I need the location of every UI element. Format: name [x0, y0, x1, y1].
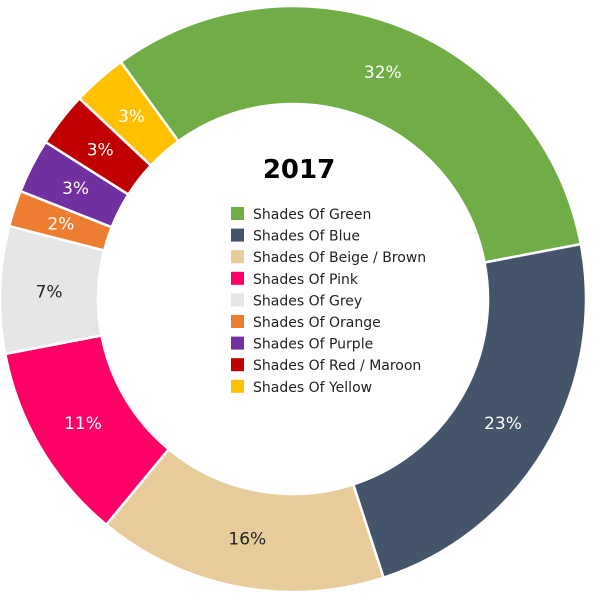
slice-label-shades-of-pink: 11%: [64, 414, 102, 434]
legend-label-shades-of-blue: Shades Of Blue: [253, 229, 360, 245]
legend-item-shades-of-beige-brown: Shades Of Beige / Brown: [231, 250, 426, 266]
legend-swatch-shades-of-blue: [231, 228, 244, 242]
legend-swatch-shades-of-grey: [231, 293, 244, 307]
legend-swatch-shades-of-green: [231, 207, 244, 220]
legend-swatch-shades-of-purple: [231, 336, 244, 350]
slice-label-shades-of-green: 32%: [364, 63, 402, 83]
legend-label-shades-of-green: Shades Of Green: [253, 207, 371, 223]
legend-swatch-shades-of-pink: [231, 271, 244, 285]
slice-shades-of-green: [119, 4, 583, 264]
legend-label-shades-of-orange: Shades Of Orange: [253, 315, 381, 331]
legend: Shades Of Green Shades Of Blue Shades Of B…: [231, 207, 426, 396]
slice-label-shades-of-orange: 2%: [47, 215, 74, 235]
legend-item-shades-of-red-maroon: Shades Of Red / Maroon: [231, 358, 421, 374]
slice-label-shades-of-purple: 3%: [62, 179, 89, 199]
legend-swatch-shades-of-orange: [231, 315, 244, 328]
legend-label-shades-of-pink: Shades Of Pink: [253, 272, 359, 288]
legend-item-shades-of-grey: Shades Of Grey: [231, 293, 362, 309]
legend-item-shades-of-green: Shades Of Green: [231, 207, 371, 223]
legend-swatch-shades-of-yellow: [231, 379, 244, 393]
legend-swatch-shades-of-beige-brown: [231, 250, 244, 264]
legend-item-shades-of-purple: Shades Of Purple: [231, 336, 373, 353]
legend-item-shades-of-orange: Shades Of Orange: [231, 315, 381, 331]
legend-label-shades-of-yellow: Shades Of Yellow: [253, 380, 372, 396]
legend-swatch-shades-of-red-maroon: [231, 358, 244, 372]
slice-shades-of-blue: [351, 242, 588, 580]
slice-label-shades-of-grey: 7%: [36, 282, 63, 302]
legend-label-shades-of-red-maroon: Shades Of Red / Maroon: [253, 358, 421, 374]
chart-title: 2017: [263, 155, 335, 185]
slice-label-shades-of-blue: 23%: [484, 414, 522, 434]
donut-slices: [0, 4, 588, 594]
slice-label-shades-of-yellow: 3%: [118, 107, 145, 127]
slice-shades-of-yellow: [77, 60, 181, 168]
legend-label-shades-of-purple: Shades Of Purple: [253, 337, 373, 353]
legend-item-shades-of-blue: Shades Of Blue: [231, 228, 360, 245]
slice-label-shades-of-beige-brown: 16%: [228, 530, 266, 550]
legend-label-shades-of-beige-brown: Shades Of Beige / Brown: [253, 250, 426, 266]
legend-item-shades-of-pink: Shades Of Pink: [231, 271, 359, 288]
legend-item-shades-of-yellow: Shades Of Yellow: [231, 379, 372, 396]
slice-label-shades-of-red-maroon: 3%: [87, 141, 114, 161]
legend-label-shades-of-grey: Shades Of Grey: [253, 293, 362, 309]
slice-labels: 32%23%16%11%7%2%3%3%3%: [36, 63, 522, 550]
